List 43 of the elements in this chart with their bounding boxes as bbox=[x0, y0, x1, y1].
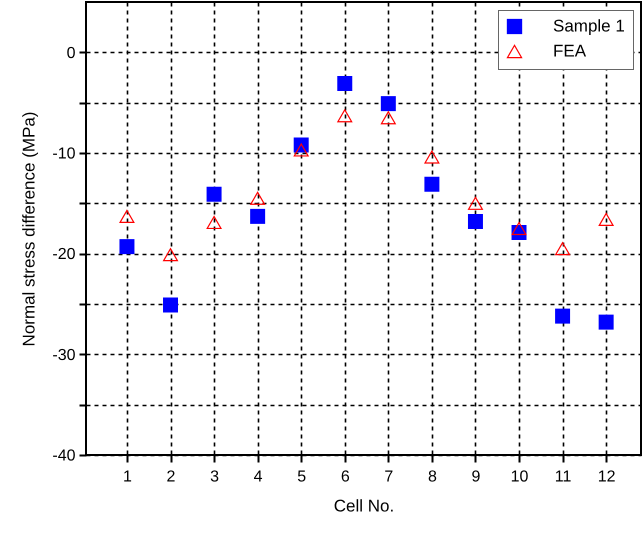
y-tick-label: -10 bbox=[52, 146, 76, 162]
y-tick-label: 0 bbox=[66, 44, 76, 62]
y-tick-label: -20 bbox=[52, 246, 76, 264]
point bbox=[337, 109, 352, 122]
point bbox=[424, 176, 440, 192]
point bbox=[424, 150, 440, 164]
point bbox=[555, 242, 570, 256]
point bbox=[206, 186, 222, 202]
point bbox=[380, 96, 396, 112]
x-tick-label: 3 bbox=[210, 468, 220, 486]
x-tick-label: 2 bbox=[166, 468, 176, 486]
point bbox=[163, 298, 178, 312]
point bbox=[468, 196, 483, 210]
x-axis-title: Cell No. bbox=[334, 496, 394, 516]
x-tick-label: 1 bbox=[122, 468, 132, 486]
point bbox=[337, 76, 352, 92]
point bbox=[598, 212, 614, 226]
x-tick-label: 6 bbox=[340, 468, 350, 486]
legend-label: Sample 1 bbox=[553, 16, 625, 36]
x-tick-label: 4 bbox=[254, 468, 263, 486]
x-tick-label: 9 bbox=[472, 468, 481, 486]
point bbox=[119, 210, 134, 223]
point bbox=[468, 214, 483, 229]
x-tick-label: 5 bbox=[297, 468, 306, 486]
x-tick-label: 8 bbox=[428, 468, 437, 486]
x-tick-label: 7 bbox=[384, 468, 394, 486]
point bbox=[294, 143, 309, 157]
x-tick-label: 12 bbox=[598, 468, 616, 486]
point bbox=[598, 314, 614, 330]
point bbox=[250, 192, 266, 205]
point bbox=[163, 248, 178, 262]
legend-label: FEA bbox=[553, 42, 587, 60]
y-tick-label: -30 bbox=[52, 346, 76, 364]
point bbox=[206, 216, 222, 230]
point bbox=[250, 208, 266, 224]
point bbox=[380, 111, 396, 124]
x-tick-label: 11 bbox=[554, 468, 572, 486]
point bbox=[555, 308, 570, 324]
y-axis-title: Normal stress difference (MPa) bbox=[19, 112, 38, 346]
x-tick-label: 10 bbox=[510, 468, 529, 486]
point bbox=[512, 222, 527, 236]
y-tick-label: -40 bbox=[52, 448, 76, 464]
point bbox=[119, 239, 134, 254]
